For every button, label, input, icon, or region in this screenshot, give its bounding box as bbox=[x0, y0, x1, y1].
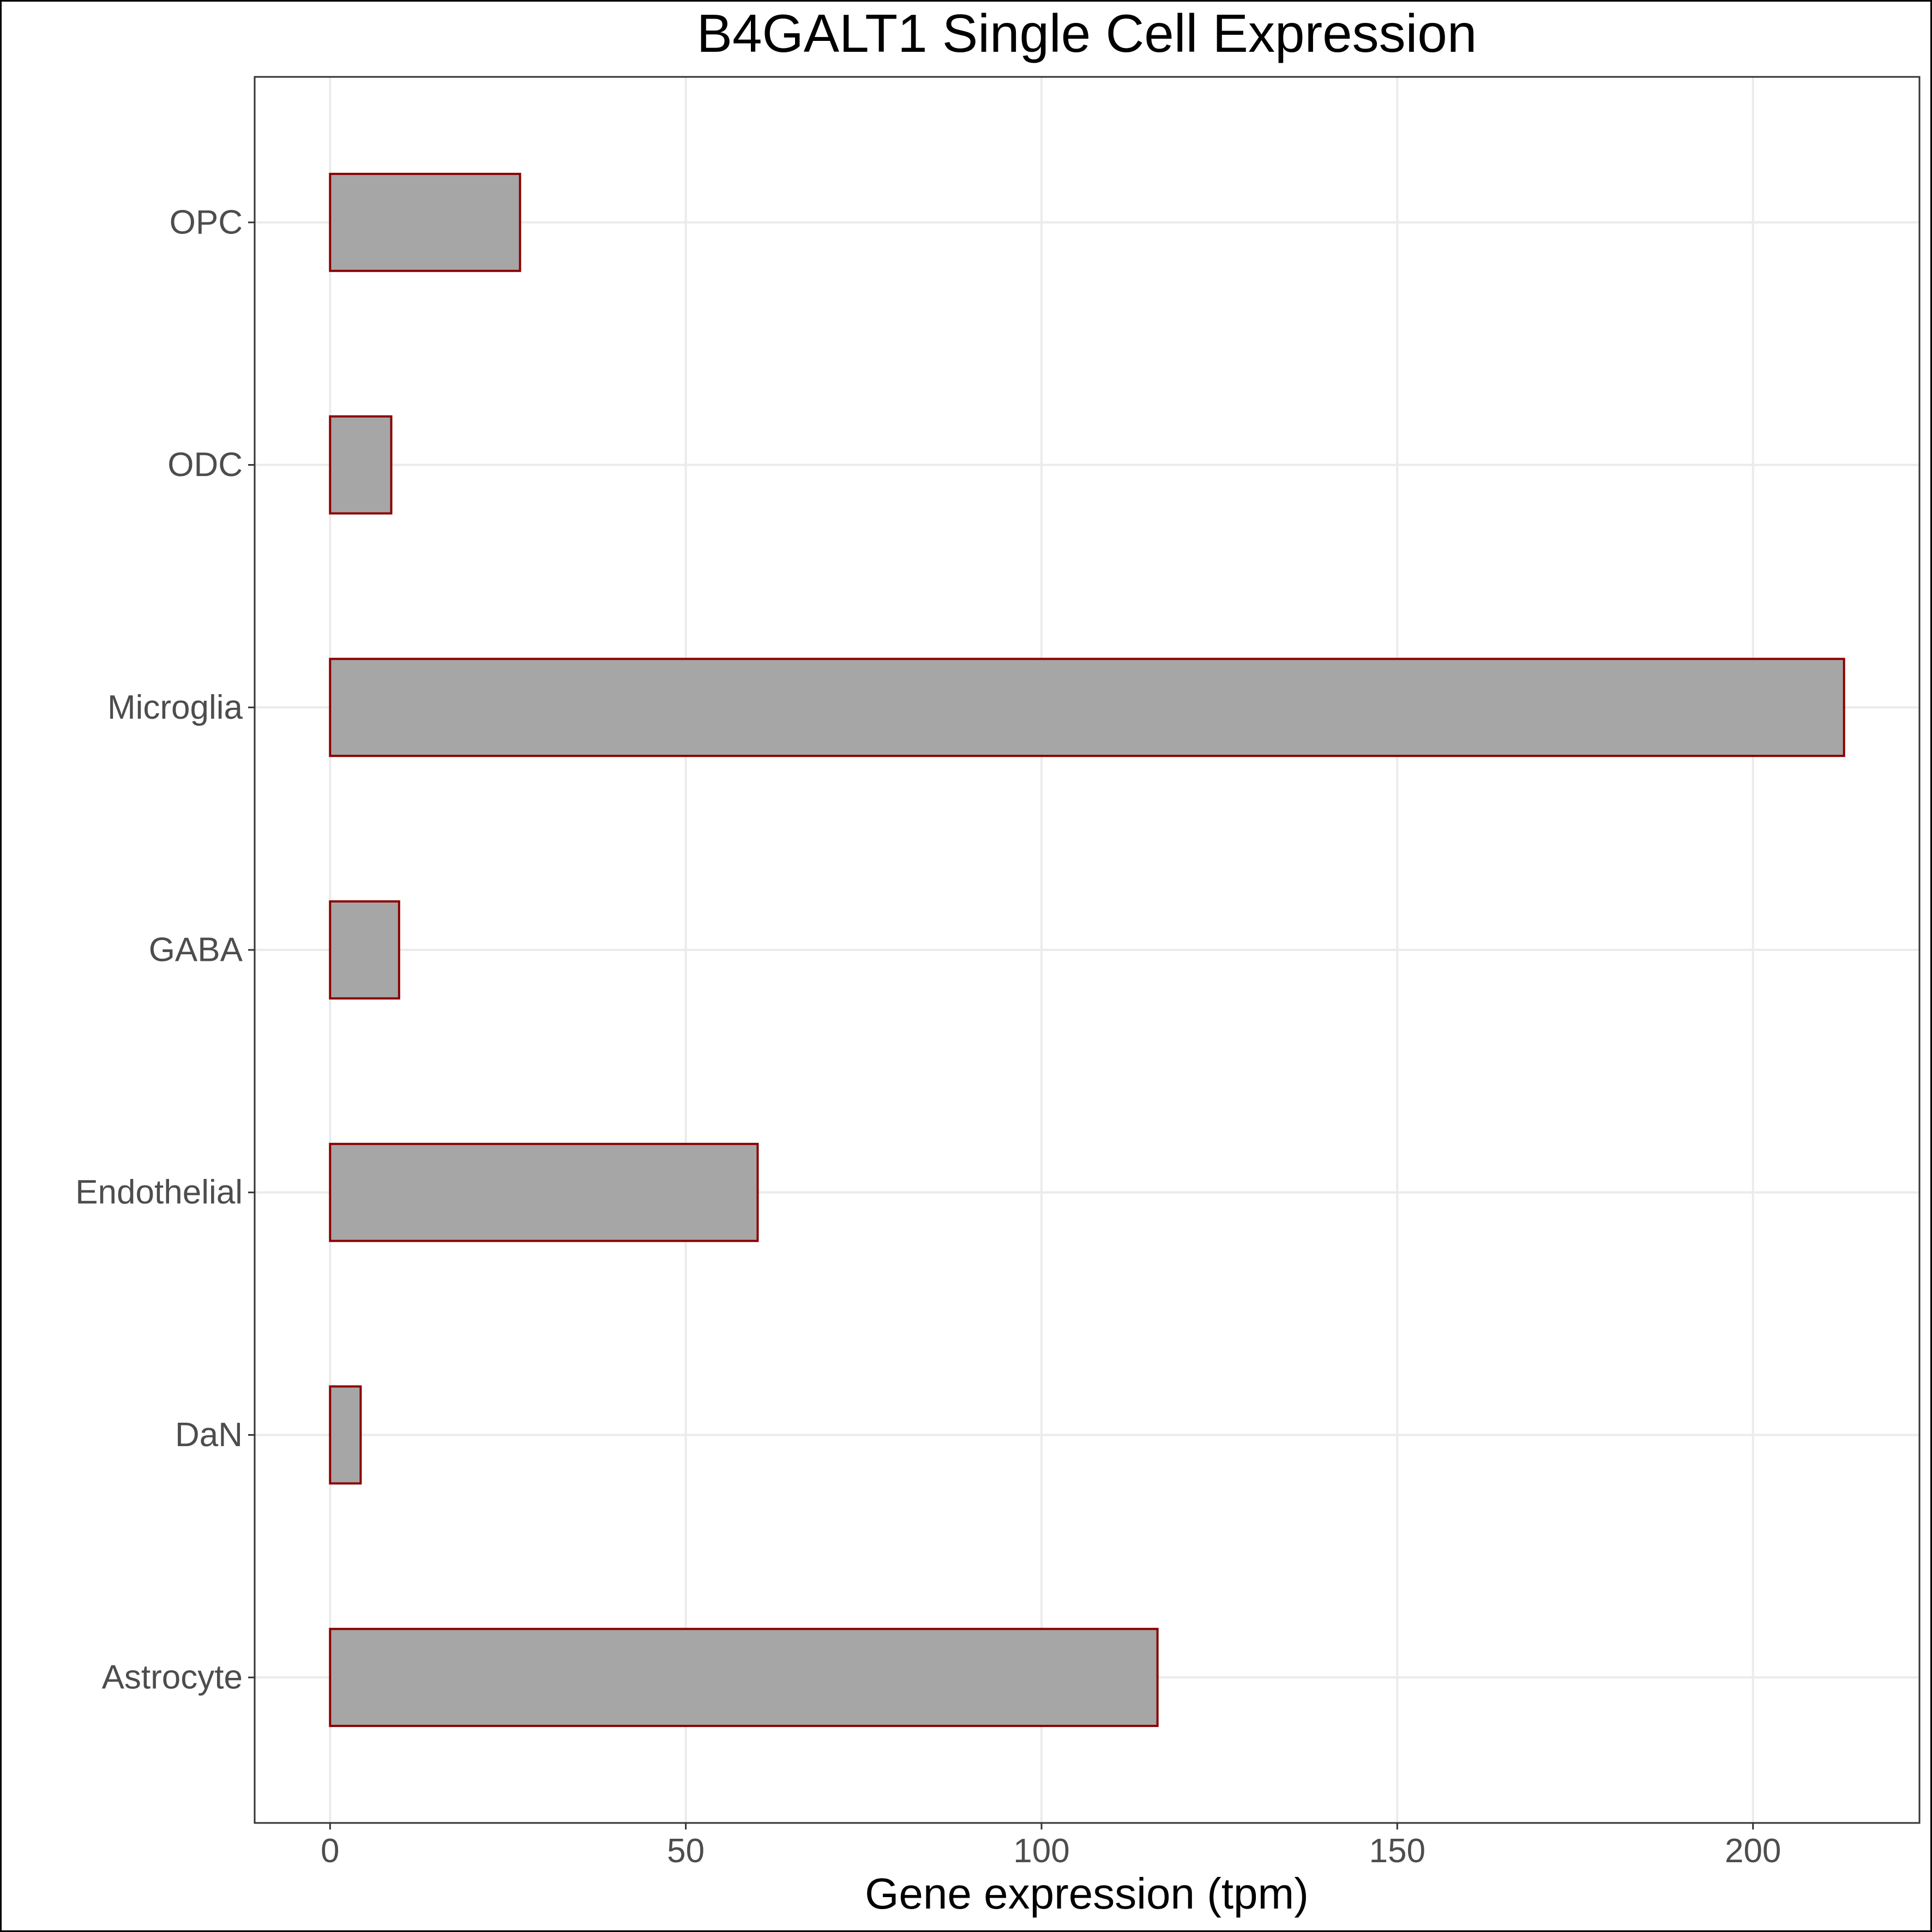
x-tick-label: 100 bbox=[1013, 1832, 1069, 1870]
bar-opc bbox=[329, 172, 521, 272]
y-axis: Astrocyte DaN Endothelial GABA Microglia ODC O… bbox=[75, 203, 255, 1696]
y-tick-label: Microglia bbox=[107, 689, 243, 726]
x-tick-label: 150 bbox=[1369, 1832, 1425, 1870]
x-tick-label: 0 bbox=[321, 1832, 339, 1870]
y-tick-label: ODC bbox=[167, 446, 243, 484]
x-axis: 0 50 100 150 200 bbox=[321, 1823, 1781, 1870]
bar-gaba bbox=[329, 900, 400, 1000]
y-tick-label: DaN bbox=[175, 1416, 243, 1454]
y-tick-label: Astrocyte bbox=[102, 1659, 243, 1696]
bar-odc bbox=[329, 415, 393, 515]
bars bbox=[329, 172, 1845, 1728]
chart-title: B4GALT1 Single Cell Expression bbox=[697, 3, 1477, 63]
x-axis-title: Gene expression (tpm) bbox=[865, 1869, 1309, 1918]
bar-endothelial bbox=[329, 1142, 759, 1242]
y-tick-label: GABA bbox=[149, 931, 243, 969]
grid-lines bbox=[255, 77, 1919, 1823]
x-tick-label: 50 bbox=[667, 1832, 705, 1870]
bar-microglia bbox=[329, 658, 1845, 757]
x-tick-label: 200 bbox=[1725, 1832, 1781, 1870]
y-tick-label: OPC bbox=[170, 203, 243, 241]
bar-astrocyte bbox=[329, 1628, 1159, 1728]
bar-dan bbox=[329, 1385, 362, 1485]
y-tick-label: Endothelial bbox=[75, 1173, 243, 1211]
